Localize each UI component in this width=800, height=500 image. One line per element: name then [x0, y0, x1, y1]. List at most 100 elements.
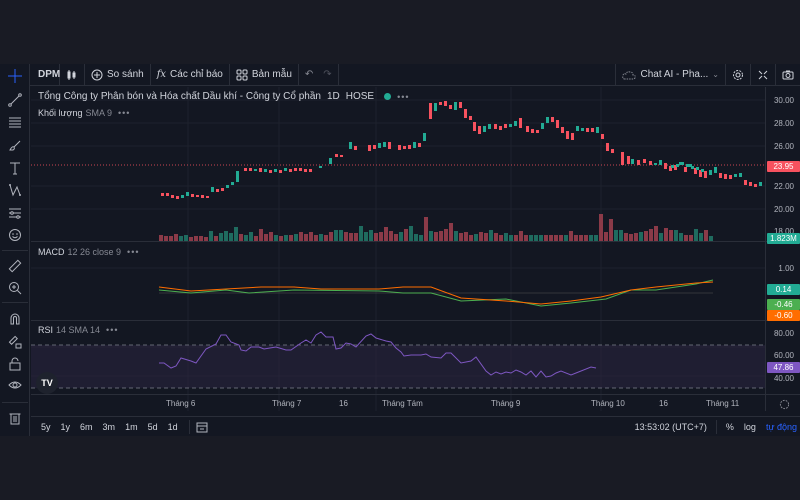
fib-tool[interactable] — [5, 112, 25, 132]
date-range-icon[interactable] — [196, 421, 208, 433]
volume-bars — [159, 214, 713, 241]
rsi-legend: RSI 14 SMA 14 ••• — [38, 325, 119, 335]
brush-icon — [9, 140, 21, 151]
toolbar-divider — [2, 402, 28, 403]
time-tick: Tháng 11 — [706, 399, 740, 408]
rsi-tick: 60.00 — [773, 351, 794, 360]
volume-label: Khối lượng — [38, 108, 83, 118]
undo-icon[interactable]: ↶ — [304, 69, 314, 80]
top-toolbar: DPM So sánh fx Các chỉ báo Bản mẫu ↶ ↷ C… — [0, 63, 800, 86]
unlock-tool[interactable] — [5, 354, 25, 374]
range-3m-button[interactable]: 3m — [102, 421, 116, 432]
macd-label: MACD — [38, 247, 65, 257]
market-status-icon — [384, 93, 392, 100]
range-1y-button[interactable]: 1y — [60, 421, 71, 432]
interval-label[interactable]: 1D — [326, 91, 340, 102]
price-tick: 20.00 — [773, 205, 794, 214]
prediction-icon — [9, 208, 21, 219]
rsi-params: 14 SMA 14 — [56, 325, 101, 335]
templates-button[interactable]: Bản mẫu — [230, 63, 299, 86]
lock-drawings-tool[interactable] — [5, 332, 25, 352]
range-5y-button[interactable]: 5y — [41, 421, 51, 432]
text-tool[interactable] — [5, 158, 25, 178]
time-tick: Tháng Tám — [382, 399, 423, 408]
clock-timezone[interactable]: 13:53:02 (UTC+7) — [634, 421, 707, 432]
percent-scale-button[interactable]: % — [725, 421, 734, 432]
axis-settings-icon[interactable] — [779, 399, 790, 410]
compare-button[interactable]: So sánh — [85, 63, 151, 86]
volume-sma-label: SMA 9 — [85, 108, 112, 118]
zoom-in-icon — [9, 282, 22, 295]
time-tick: 16 — [339, 399, 348, 408]
range-1m-button[interactable]: 1m — [125, 421, 138, 432]
lock-drawing-icon — [8, 335, 22, 349]
price-tick: 26.00 — [773, 142, 794, 151]
time-tick: Tháng 9 — [491, 399, 521, 408]
chart-type-button[interactable] — [60, 63, 85, 86]
macd-tick: 1.00 — [778, 264, 794, 273]
text-icon — [10, 162, 20, 175]
log-scale-button[interactable]: log — [743, 421, 756, 432]
price-tick: 18.00 — [773, 227, 794, 236]
price-axis[interactable]: 30.00 28.00 26.00 23.95 22.00 20.00 18.0… — [765, 87, 800, 411]
pane-separator[interactable] — [31, 320, 800, 321]
tradingview-logo[interactable]: TV — [36, 372, 58, 394]
macd-params: 12 26 close 9 — [67, 247, 122, 257]
remove-drawings-tool[interactable] — [5, 408, 25, 428]
volume-legend: Khối lượng SMA 9 ••• — [38, 108, 130, 118]
chat-ai-label: Chat AI - Pha... — [640, 69, 709, 80]
symbol-search-button[interactable]: DPM — [0, 63, 61, 86]
symbol-label: DPM — [38, 69, 61, 80]
macd-options-icon[interactable]: ••• — [127, 247, 140, 257]
magnet-tool[interactable] — [5, 309, 25, 329]
price-tick: 22.00 — [773, 182, 794, 191]
fib-icon — [9, 117, 21, 128]
fullscreen-icon — [758, 70, 768, 79]
trend-line-icon — [8, 93, 22, 107]
range-5d-button[interactable]: 5d — [147, 421, 158, 432]
trend-line-tool[interactable] — [5, 90, 25, 110]
prediction-tool[interactable] — [5, 203, 25, 223]
time-axis[interactable]: Tháng 6 Tháng 7 16 Tháng Tám Tháng 9 Thá… — [31, 394, 800, 416]
emoji-tool[interactable] — [5, 225, 25, 245]
camera-icon — [782, 70, 794, 79]
volume-options-icon[interactable]: ••• — [117, 108, 131, 118]
drawing-toolbar — [0, 64, 30, 436]
macd-legend: MACD 12 26 close 9 ••• — [38, 247, 140, 257]
unlock-icon — [9, 357, 21, 371]
indicators-label: Các chỉ báo — [170, 69, 223, 80]
more-options-icon[interactable]: ••• — [397, 91, 410, 102]
exchange-label: HOSE — [345, 91, 375, 102]
range-6m-button[interactable]: 6m — [80, 421, 93, 432]
price-candles — [161, 101, 762, 199]
magnet-icon — [10, 313, 20, 325]
bottom-divider — [188, 419, 190, 434]
toolbar-divider — [2, 302, 28, 303]
redo-icon[interactable]: ↷ — [323, 69, 332, 80]
gear-icon — [733, 69, 743, 80]
rsi-band — [31, 345, 765, 388]
range-1d-button[interactable]: 1d — [167, 421, 178, 432]
macd-pane — [158, 279, 714, 307]
auto-scale-button[interactable]: tự động — [765, 421, 797, 432]
chart-canvas[interactable] — [31, 87, 765, 411]
templates-label: Bản mẫu — [251, 69, 292, 80]
visibility-tool[interactable] — [5, 376, 25, 396]
pattern-tool[interactable] — [5, 180, 25, 200]
pane-separator[interactable] — [31, 241, 800, 242]
pattern-icon — [9, 184, 21, 197]
ruler-tool[interactable] — [5, 256, 25, 276]
fx-icon: fx — [156, 69, 167, 80]
main-legend: Tổng Công ty Phân bón và Hóa chất Dầu kh… — [38, 91, 410, 102]
fullscreen-button[interactable] — [751, 63, 776, 86]
chat-ai-button[interactable]: Chat AI - Pha... ⌄ — [615, 63, 726, 86]
bottom-divider — [715, 419, 717, 434]
settings-button[interactable] — [726, 63, 751, 86]
zoom-in-tool[interactable] — [5, 278, 25, 298]
indicators-button[interactable]: fx Các chỉ báo — [151, 63, 230, 86]
crosshair-tool[interactable] — [5, 66, 25, 86]
brush-tool[interactable] — [5, 135, 25, 155]
rsi-options-icon[interactable]: ••• — [106, 325, 119, 335]
screenshot-button[interactable] — [776, 64, 800, 86]
rsi-line — [159, 331, 597, 378]
